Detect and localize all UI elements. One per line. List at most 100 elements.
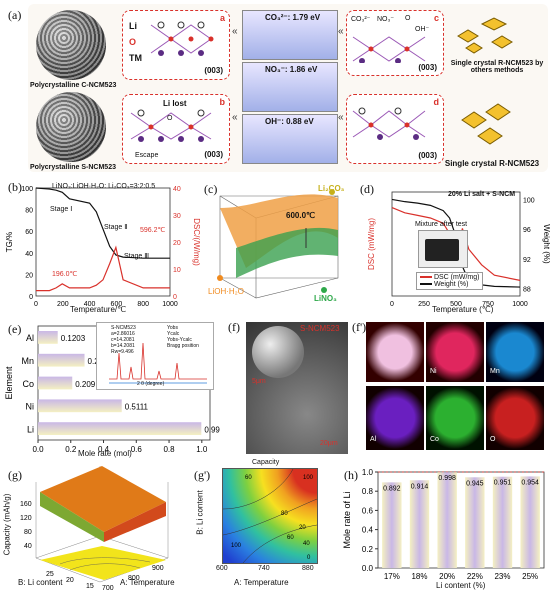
box-a-face: (003) xyxy=(204,66,223,75)
box-d-face: (003) xyxy=(418,151,437,160)
xtick-d-3: 750 xyxy=(482,301,494,308)
box-c-tag: c xyxy=(433,13,439,23)
chart-b-stage2: Stage Ⅱ xyxy=(104,224,128,231)
chart-d-weight-line xyxy=(391,198,521,288)
contour-label-7: 0 xyxy=(307,555,311,561)
li-lost-label: Li lost xyxy=(163,99,187,108)
ytick-b-3: 40 xyxy=(25,251,33,258)
xtick-h-3: 22% xyxy=(467,572,483,581)
eds-o: O xyxy=(486,386,544,450)
box-c-face: (003) xyxy=(418,63,437,72)
xtick-b-5: 1000 xyxy=(162,301,178,308)
chart-d-ylabel: DSC (mW/mg) xyxy=(367,218,376,270)
xtick-h-4: 23% xyxy=(494,572,510,581)
chart-h-frame xyxy=(377,471,545,569)
ytick-e-ni: Ni xyxy=(26,402,35,412)
data-label-e-co: 0.209 xyxy=(75,380,96,389)
y2tick-d-2: 92 xyxy=(523,257,531,264)
xtick-b-1: 200 xyxy=(57,301,69,308)
eds-ni: Ni xyxy=(426,322,484,382)
chart-b-xlabel: Temperature/℃ xyxy=(70,305,127,314)
no3-energy: NO₃⁻: 1.86 eV xyxy=(265,65,318,74)
ternary-diagram-c xyxy=(217,189,339,299)
legend-tm: TM xyxy=(129,53,142,63)
chart-g2-title: Capacity xyxy=(252,459,280,466)
single-crystal-r-label: Single crystal R-NCM523 xyxy=(444,159,540,168)
chart-g-ztick-2: 80 xyxy=(24,529,32,536)
adsorption-co3: CO₃²⁻: 1.79 eV xyxy=(242,10,338,60)
eds-al: Al xyxy=(366,386,424,450)
xtick-h-5: 25% xyxy=(522,572,538,581)
chart-d-legend-dsc: DSC (mW/mg) xyxy=(420,274,479,281)
sem-scale-5um: 5μm xyxy=(252,378,266,385)
lattice-box-b: Li lost O Escape b (003) xyxy=(122,94,230,164)
contour-label-5: 60 xyxy=(287,535,294,541)
bar-h-5 xyxy=(520,476,540,568)
ytick-e-al: Al xyxy=(26,333,34,343)
xtick-d-4: 1000 xyxy=(512,301,528,308)
chart-g-xtick-2: 900 xyxy=(152,565,164,572)
data-label-e-al: 0.1203 xyxy=(61,334,86,343)
bar-e-ni xyxy=(38,399,122,413)
chart-e-xlabel: Mole rate (mol) xyxy=(78,449,132,458)
ternary-li2co3-label: Li₂CO₃ xyxy=(318,184,345,193)
chart-b-peak1: 196.0℃ xyxy=(52,271,78,278)
xtick-h-1: 18% xyxy=(411,572,427,581)
s-ncm523-particle xyxy=(36,92,106,162)
xtick-e-4: 0.8 xyxy=(163,445,175,454)
panel-label-f2: (f') xyxy=(352,320,367,334)
ytick-h-1: 0.8 xyxy=(362,487,374,496)
chart-e-inset: S-NCM523 a=2.86016 c=14.2081 b=14.2081 Rw=9.… xyxy=(96,322,214,390)
xtick-b-4: 800 xyxy=(137,301,149,308)
chart-g-ytick-2: 25 xyxy=(46,571,54,578)
box-b-face: (003) xyxy=(204,150,223,159)
chart-e-ylabel: Element xyxy=(4,366,14,400)
panel-label-d: (d) xyxy=(360,182,374,196)
lattice-a-svg xyxy=(150,21,214,56)
ytick-h-3: 0.4 xyxy=(362,526,374,535)
y2tick-d-1: 96 xyxy=(523,227,531,234)
panel-label-b: (b) xyxy=(8,180,22,194)
chart-e-inset-legend: Yobs Ycalc Yobs-Ycalc Bragg position xyxy=(167,325,199,349)
bar-e-co xyxy=(38,376,73,390)
ternary-lino3-label: LiNO₃ xyxy=(314,294,337,303)
data-label-e-li: 0.997 xyxy=(204,425,220,434)
chart-h-xlabel: Li content (%) xyxy=(436,581,486,590)
contour-label-2: 100 xyxy=(303,475,314,481)
chart-d-legend-weight: Weight (%) xyxy=(420,281,479,288)
ytick-e-co: Co xyxy=(22,379,34,389)
sem-particle xyxy=(252,326,304,378)
xtick-e-1: 0.2 xyxy=(65,445,77,454)
bar-h-1 xyxy=(409,480,430,568)
y2tick-b-3: 10 xyxy=(173,267,181,274)
panel-label-c: (c) xyxy=(204,182,218,196)
species-o: O xyxy=(405,15,411,22)
chart-d-title: 20% Li salt + S-NCM xyxy=(448,191,516,198)
y2tick-d-3: 88 xyxy=(523,287,531,294)
chart-g-ztick-1: 120 xyxy=(20,515,32,522)
chart-g2-xtick-0: 600 xyxy=(216,565,228,572)
chart-g-xlabel: A: Temperature xyxy=(120,578,175,587)
xtick-e-2: 0.4 xyxy=(98,445,110,454)
bar-e-mn xyxy=(38,353,85,367)
chart-d-inset-image xyxy=(425,239,459,261)
xtick-d-0: 0 xyxy=(390,301,394,308)
panel-a: Polycrystalline C-NCM523 Polycrystalline… xyxy=(28,4,548,172)
box-b-tag: b xyxy=(219,97,226,107)
sem-scale-20um: 20μm xyxy=(320,440,338,447)
chart-g2-ylabel: B: Li content xyxy=(195,490,205,535)
y2tick-b-0: 40 xyxy=(173,186,181,193)
bar-e-li xyxy=(38,422,202,435)
data-label-h-3: 0.945 xyxy=(466,480,484,487)
xtick-h-0: 17% xyxy=(384,572,400,581)
arrow-left-2: « xyxy=(232,112,238,123)
panel-label-e: (e) xyxy=(8,322,22,336)
chart-g-ylabel: B: Li content xyxy=(18,578,63,587)
c-ncm523-particle xyxy=(36,10,106,80)
data-label-h-2: 0.998 xyxy=(438,475,456,482)
chart-h: 0.892 17% 0.914 18% 0.998 20% 0.945 22% 0.951 23%… xyxy=(342,468,545,581)
bar-h-4 xyxy=(492,476,513,568)
contour-plot-g2: 60 80 100 20 40 60 100 0 xyxy=(222,468,318,564)
ytick-h-5: 0.0 xyxy=(362,564,374,573)
